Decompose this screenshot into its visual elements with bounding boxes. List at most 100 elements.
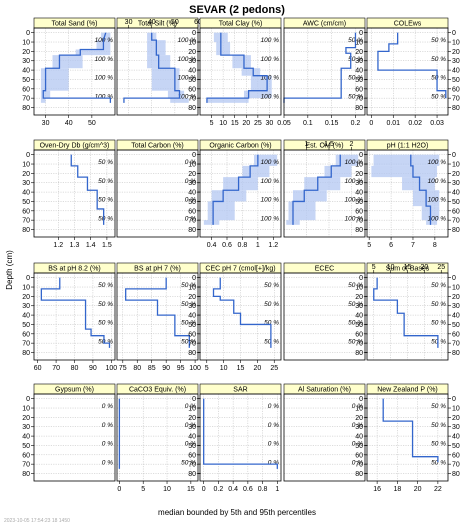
x-tick-label: 7 bbox=[411, 242, 415, 249]
data-completeness-label: 100 % bbox=[95, 75, 114, 82]
data-completeness-label: 100 % bbox=[178, 37, 197, 44]
x-tick-label: 60 bbox=[34, 365, 42, 372]
data-completeness-label: 50 % bbox=[98, 178, 113, 185]
data-completeness-label: 100 % bbox=[178, 93, 197, 100]
depth-tick-label: 70 bbox=[355, 96, 363, 103]
data-completeness-label: 100 % bbox=[261, 197, 280, 204]
panel-grid: Total Sand (%)100 %100 %100 %100 %30 40 50… bbox=[22, 17, 460, 493]
depth-tick-label: 0 bbox=[26, 396, 30, 403]
depth-tick-label: 50 bbox=[22, 443, 30, 450]
percentile-band bbox=[203, 220, 220, 225]
depth-tick-label: 70 bbox=[355, 341, 363, 348]
median-line bbox=[70, 154, 105, 225]
percentile-band bbox=[101, 32, 111, 41]
depth-tick-label: 40 bbox=[355, 434, 363, 441]
median-line bbox=[40, 277, 111, 348]
x-tick-label: 5 bbox=[141, 486, 145, 493]
percentile-band bbox=[170, 98, 189, 103]
data-completeness-label: 0 % bbox=[352, 422, 363, 429]
depth-tick-label: 10 bbox=[22, 40, 30, 47]
panel-frame bbox=[366, 27, 449, 116]
depth-tick-label: 40 bbox=[22, 68, 30, 75]
panel-5: COLEws 50 % 50 % 50 % 50 % 0 0.01 0.02 0.03 0 10 20… bbox=[355, 17, 460, 127]
percentile-band bbox=[373, 154, 440, 166]
panel-1: Total Sand (%)100 %100 %100 %100 %30 40 50… bbox=[22, 17, 116, 127]
data-completeness-label: 100 % bbox=[428, 215, 447, 222]
median-line bbox=[123, 32, 181, 103]
depth-tick-label: 30 bbox=[355, 424, 363, 431]
x-tick-label: 70 bbox=[52, 365, 60, 372]
x-tick-label: 25 bbox=[254, 120, 262, 127]
x-tick-label: 40 bbox=[148, 19, 156, 26]
x-tick-label: 50 bbox=[171, 19, 179, 26]
depth-tick-label: 10 bbox=[188, 285, 196, 292]
depth-tick-label: 50 bbox=[188, 199, 196, 206]
data-completeness-label: 0 % bbox=[185, 197, 196, 204]
percentile-band bbox=[335, 154, 359, 166]
x-tick-label: 16 bbox=[373, 486, 381, 493]
panel-2: Total Silt (%)100 %100 %100 %100 %30 40 50… bbox=[116, 17, 202, 116]
panel-strip-label: CaCO3 Equiv. (%) bbox=[129, 387, 186, 394]
depth-tick-label: 60 bbox=[355, 331, 363, 338]
data-completeness-label: 0 % bbox=[102, 422, 113, 429]
depth-tick-label: 0 bbox=[26, 152, 30, 159]
x-tick-label: 1 bbox=[275, 486, 279, 493]
depth-tick-label: 10 bbox=[22, 285, 30, 292]
depth-tick-label: 30 bbox=[22, 303, 30, 310]
panel-strip-label: Sum of Bases bbox=[386, 266, 430, 273]
depth-tick-label: 30 bbox=[452, 180, 460, 187]
depth-tick-label: 10 bbox=[452, 162, 460, 169]
x-tick-label: 100 bbox=[105, 365, 117, 372]
median-line bbox=[377, 32, 447, 99]
depth-tick-label: 60 bbox=[355, 86, 363, 93]
data-completeness-label: 100 % bbox=[261, 159, 280, 166]
depth-tick-label: 60 bbox=[22, 452, 30, 459]
depth-tick-label: 80 bbox=[188, 227, 196, 234]
depth-tick-label: 0 bbox=[192, 152, 196, 159]
x-tick-label: 20 bbox=[414, 486, 422, 493]
panel-frame bbox=[283, 149, 366, 238]
x-tick-label: 0.6 bbox=[222, 242, 232, 249]
panel-3: Total Clay (%)100 %100 %100 %100 %5 10 15 2… bbox=[188, 17, 282, 127]
depth-tick-label: 70 bbox=[188, 462, 196, 469]
percentile-band bbox=[52, 55, 83, 69]
x-tick-label: 1.2 bbox=[53, 242, 63, 249]
data-completeness-label: 0 % bbox=[185, 215, 196, 222]
x-tick-label: 6 bbox=[389, 242, 393, 249]
data-completeness-label: 50 % bbox=[348, 282, 363, 289]
footer-stamp: 2023-10-05 17:54:23 18 1450 bbox=[4, 518, 70, 524]
panel-strip-label: Gypsum (%) bbox=[55, 387, 94, 394]
x-tick-label: 1 bbox=[256, 242, 260, 249]
depth-tick-label: 30 bbox=[452, 58, 460, 65]
panel-frame bbox=[283, 272, 366, 361]
percentile-band bbox=[40, 98, 46, 103]
x-tick-label: 0 bbox=[117, 486, 121, 493]
panel-frame bbox=[199, 393, 282, 482]
percentile-band bbox=[40, 90, 51, 99]
panel-strip-label: Oven-Dry Db (g/cm^3) bbox=[40, 143, 110, 150]
panel-strip-label: CEC pH 7 (cmol[+]/kg) bbox=[205, 266, 275, 273]
panel-19: Al Saturation (%) 0 % 0 % 0 % 0 % bbox=[283, 383, 368, 482]
percentile-band bbox=[243, 90, 272, 99]
depth-tick-label: 30 bbox=[452, 424, 460, 431]
x-tick-label: 0.15 bbox=[325, 120, 339, 127]
data-completeness-label: 50 % bbox=[181, 301, 196, 308]
x-tick-label: 5 bbox=[372, 264, 376, 271]
x-tick-label: 15 bbox=[237, 365, 245, 372]
data-completeness-label: 0 % bbox=[268, 459, 279, 466]
data-completeness-label: 100 % bbox=[261, 215, 280, 222]
panel-frame bbox=[199, 27, 282, 116]
percentile-band bbox=[304, 177, 341, 191]
x-tick-label: 18 bbox=[393, 486, 401, 493]
depth-tick-label: 50 bbox=[452, 199, 460, 206]
data-completeness-label: 0 % bbox=[185, 422, 196, 429]
data-completeness-label: 0 % bbox=[352, 441, 363, 448]
x-tick-label: 5 bbox=[367, 242, 371, 249]
x-tick-label: 30 bbox=[42, 120, 50, 127]
depth-tick-label: 80 bbox=[452, 471, 460, 478]
depth-tick-label: 0 bbox=[359, 396, 363, 403]
depth-tick-label: 20 bbox=[452, 415, 460, 422]
data-completeness-label: 0 % bbox=[185, 403, 196, 410]
panel-9: Est. OM (%) 100 % 100 % 100 % 100 % 1 1.5 2 bbox=[283, 139, 368, 238]
data-completeness-label: 50 % bbox=[98, 320, 113, 327]
